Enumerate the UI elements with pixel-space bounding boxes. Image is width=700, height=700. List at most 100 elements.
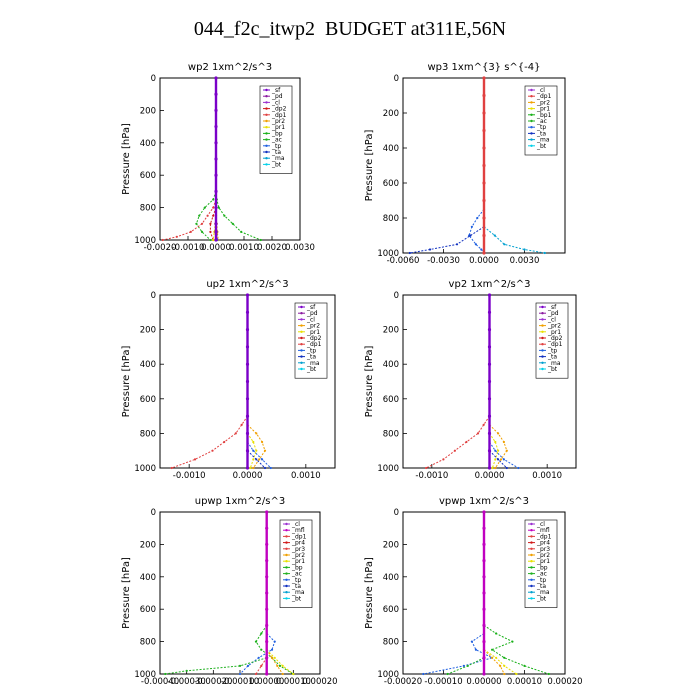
y-tick-label: 800 [383,214,399,224]
data-point-bp [503,656,506,659]
data-point-ac [185,669,188,672]
data-point-sf [487,362,492,366]
legend-marker-pr1 [530,107,533,110]
data-point-tp [517,466,520,470]
legend-label: _dp1 [271,112,287,119]
legend-label: _ma [547,360,561,367]
data-point-dp1 [482,163,486,168]
data-point-pr2 [499,664,502,668]
data-point-sf [487,397,492,401]
legend-label: _ma [271,155,285,162]
legend-marker-cl [300,318,303,321]
legend-marker-tp [300,349,303,352]
legend-marker-pr1 [541,330,544,333]
legend-marker-ac [285,572,288,575]
legend-label: _ta [536,130,546,137]
legend: _cl_dp1_pr2_pr1_bp1_ac_tp_ta_ma_bt [524,85,558,156]
data-point-pr2 [503,672,506,676]
data-point-mfl [482,526,486,530]
data-point-tp [269,466,272,470]
data-point-bp [223,214,226,217]
data-point-mfl [482,591,486,595]
x-tick-label: 0.0000 [201,243,231,253]
data-point-tp [273,640,276,643]
data-point-pr2 [263,449,267,452]
data-point-sf [245,414,250,418]
y-tick-label: 600 [140,605,156,615]
x-tick-label: -0.0010 [415,471,448,481]
legend-label: _bt [306,366,317,373]
data-point-sf [214,173,218,177]
legend: _cl_mfl_dp1_pr4_pr3_pr2_pr1_bp_ac_tp_ta_… [524,519,558,608]
legend-label: _cl [271,99,280,106]
data-point-ac [212,198,215,201]
data-point-sf [245,293,250,297]
legend-marker-mfl [530,529,533,532]
y-tick-label: 400 [140,139,156,149]
data-point-dp1 [482,111,486,115]
data-point-ac [195,222,198,225]
data-point-dp1 [482,76,486,80]
y-tick-label: 400 [383,360,399,370]
data-point-ma [493,234,496,237]
legend-label: _pr2 [536,99,550,106]
data-point-dp1 [482,93,486,98]
page-title: 044_f2c_itwp2 BUDGET at311E,56N [193,18,507,40]
legend-label: _bt [547,366,558,373]
legend-marker-cl [285,522,288,526]
legend-label: _pr1 [306,329,320,336]
data-point-pr1 [494,458,497,461]
data-point-pr2 [281,672,284,676]
data-point-dp1 [442,458,445,461]
data-point-tp [470,225,473,228]
y-tick-label: 1000 [134,236,156,246]
panel-title: wp2 1xm^2/s^3 [188,62,272,73]
data-point-ta [428,248,432,251]
legend-marker-tp [541,349,544,352]
data-point-pr1 [273,656,276,659]
legend-marker-bt [530,144,533,147]
data-point-bp [278,664,282,668]
data-point-tp [494,449,497,452]
legend-label: _ma [291,589,305,596]
x-tick-label: -0.00030 [168,677,206,687]
y-tick-label: 0 [151,74,156,84]
data-point-bp [547,672,550,676]
legend-label: _pr3 [536,546,550,553]
legend-label: _pd [547,310,559,317]
data-point-sf [214,76,218,80]
legend-label: _pr2 [547,323,561,330]
data-point-ta [255,458,258,461]
data-point-pr1 [491,466,494,470]
y-tick-label: 600 [140,171,156,181]
data-point-pr1 [281,664,284,668]
y-tick-label: 600 [383,395,399,405]
data-point-ta [263,466,267,470]
legend-marker-sf [541,305,544,309]
legend-label: _pr1 [271,124,285,131]
y-tick-label: 200 [140,540,156,550]
legend-label: _dp1 [536,533,552,540]
y-tick-label: 800 [140,638,156,648]
legend-label: _dp1 [547,341,563,348]
data-point-mfl [265,559,269,563]
chart-panel-2: wp3 1xm^{3} s^{-4}02004006008001000-0.00… [364,62,566,266]
data-point-tp [474,648,477,651]
data-point-dp2 [212,214,215,217]
legend-marker-dp1 [265,113,268,117]
series-line-pr1 [489,433,499,469]
data-point-bp [495,632,498,635]
x-tick-label: 0.00010 [507,677,542,687]
data-point-sf [487,345,492,349]
legend-marker-bt [541,367,544,371]
data-point-pr1 [503,664,506,668]
y-axis-label: Pressure [hPa] [364,557,375,629]
legend: _cl_mfl_dp1_pr4_pr3_pr2_pr1_bp_ac_tp_ta_… [279,519,313,608]
y-tick-label: 600 [383,605,399,615]
legend-marker-tp [530,578,533,581]
y-axis-label: Pressure [hPa] [121,123,132,195]
y-tick-label: 400 [383,144,399,154]
data-point-mfl [482,640,486,644]
legend-marker-tp [285,578,288,581]
